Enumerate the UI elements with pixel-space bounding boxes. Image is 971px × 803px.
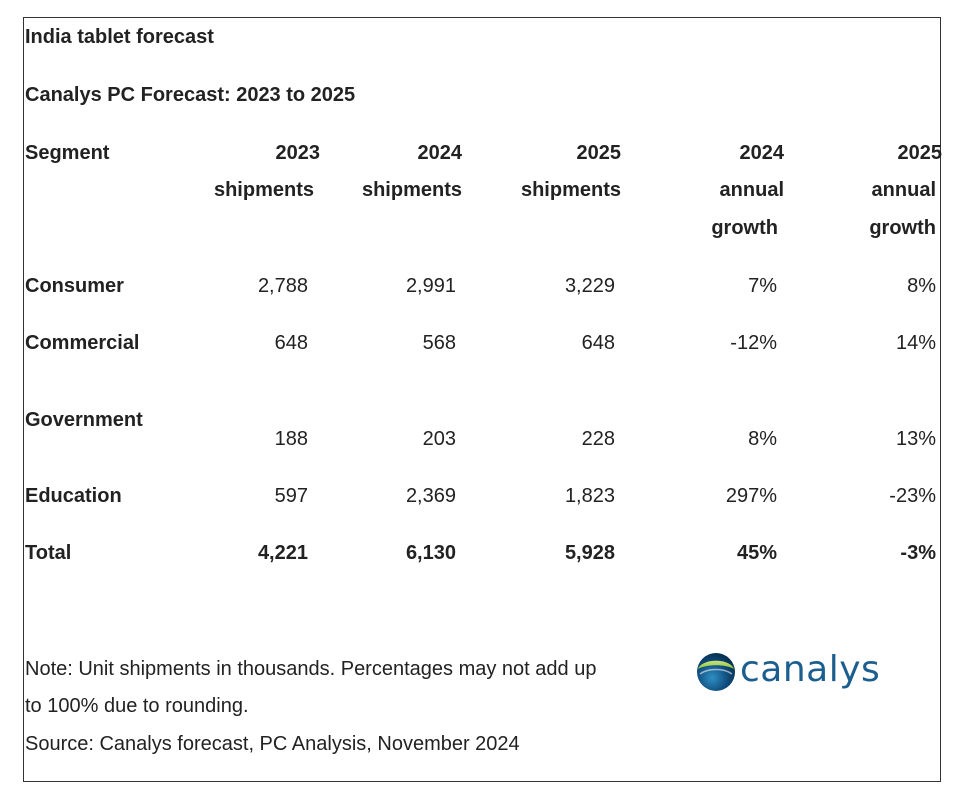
table-frame [23,17,941,782]
cell-consumer-2023: 2,788 [257,275,308,297]
cell-total-2024: 6,130 [405,542,456,564]
canalys-globe-icon [697,653,735,691]
cell-commercial-growth-2024: -12% [730,332,777,354]
cell-education-2025: 1,823 [564,485,615,507]
header-2025-growth-growth: growth [869,217,936,239]
footnote-line2: to 100% due to rounding. [25,695,249,717]
cell-commercial-2025: 648 [581,332,615,354]
canalys-logo-text: canalys [740,649,881,690]
cell-commercial-2024: 568 [422,332,456,354]
cell-education-growth-2025: -23% [889,485,936,507]
header-2025-year: 2025 [576,142,622,164]
cell-education-growth-2024: 297% [725,485,777,507]
cell-commercial-growth-2025: 14% [895,332,936,354]
row-label-consumer: Consumer [25,275,124,297]
cell-total-2025: 5,928 [564,542,615,564]
cell-government-2023: 188 [274,428,308,450]
cell-commercial-2023: 648 [274,332,308,354]
header-2023-shipments: shipments [213,179,314,201]
cell-total-2023: 4,221 [257,542,308,564]
cell-government-2024: 203 [422,428,456,450]
cell-consumer-growth-2025: 8% [907,275,936,297]
row-label-commercial: Commercial [25,332,140,354]
canalys-logo: canalys [696,650,880,694]
header-2025-shipments: shipments [520,179,621,201]
row-label-education: Education [25,485,122,507]
cell-consumer-2025: 3,229 [564,275,615,297]
header-2025-growth-year: 2025 [897,142,943,164]
cell-education-2024: 2,369 [405,485,456,507]
header-2024-growth-growth: growth [711,217,778,239]
cell-government-growth-2025: 13% [895,428,936,450]
table-subtitle: Canalys PC Forecast: 2023 to 2025 [25,84,356,106]
row-label-total: Total [25,542,72,564]
cell-government-growth-2024: 8% [748,428,777,450]
header-2025-growth-annual: annual [871,179,936,201]
header-segment: Segment [25,142,110,164]
header-2024-shipments: shipments [361,179,462,201]
table-title: India tablet forecast [25,26,214,48]
cell-total-growth-2024: 45% [736,542,777,564]
footnote-line1: Note: Unit shipments in thousands. Perce… [25,658,597,680]
header-2024-growth-annual: annual [719,179,784,201]
row-label-government: Government [25,409,143,431]
cell-total-growth-2025: -3% [900,542,936,564]
header-2024-year: 2024 [417,142,463,164]
header-2024-growth-year: 2024 [739,142,785,164]
header-2023-year: 2023 [275,142,321,164]
cell-consumer-2024: 2,991 [405,275,456,297]
source-note: Source: Canalys forecast, PC Analysis, N… [25,733,520,755]
cell-education-2023: 597 [274,485,308,507]
cell-government-2025: 228 [581,428,615,450]
cell-consumer-growth-2024: 7% [748,275,777,297]
